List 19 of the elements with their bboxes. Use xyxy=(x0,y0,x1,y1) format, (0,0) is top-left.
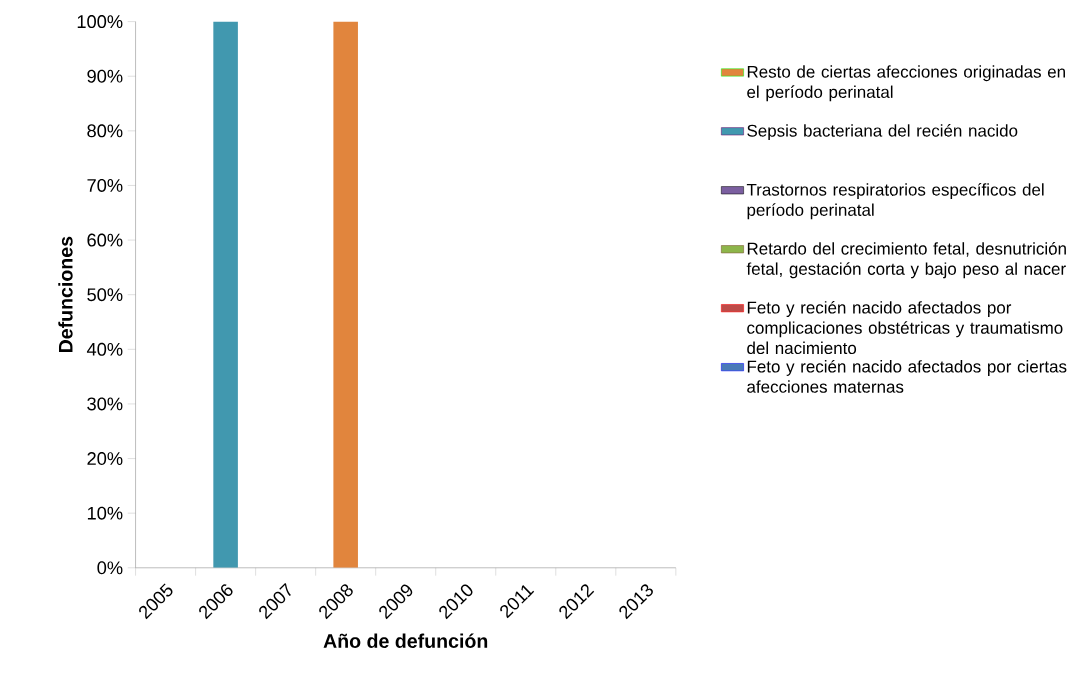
y-tick-label: 40% xyxy=(86,342,123,356)
y-tick-label: 50% xyxy=(87,288,123,302)
y-tick-label: 0% xyxy=(97,561,123,575)
legend-label: Resto de ciertas afecciones originadas en el período perinatal xyxy=(747,65,1065,102)
x-axis-title: Año de defunción xyxy=(323,633,488,649)
legend-label: Sepsis bacteriana del recién nacido xyxy=(747,124,1018,141)
y-tick-label: 20% xyxy=(87,452,123,466)
y-tick-label: 90% xyxy=(87,69,123,83)
y-axis-title: Defunciones xyxy=(58,236,73,353)
y-tick-label: 60% xyxy=(87,233,123,247)
y-tick-label: 80% xyxy=(87,124,123,138)
y-tick-label: 100% xyxy=(77,15,123,29)
legend-label: Feto y recién nacido afectados por ciertas afecciones maternas xyxy=(747,360,1067,393)
y-tick-label: 30% xyxy=(87,397,123,411)
y-tick-label: 70% xyxy=(87,179,123,193)
legend-label: Trastornos respiratorios específicos del período perinatal xyxy=(746,183,1044,220)
legend-label: Feto y recién nacido afectados por complicaciones obstétricas y traumatismo del nacimiento xyxy=(747,301,1063,355)
legend-label: Retardo del crecimiento fetal, desnutrición fetal, gestación corta y bajo peso al nacer xyxy=(746,242,1066,279)
y-tick-label: 10% xyxy=(87,506,123,520)
